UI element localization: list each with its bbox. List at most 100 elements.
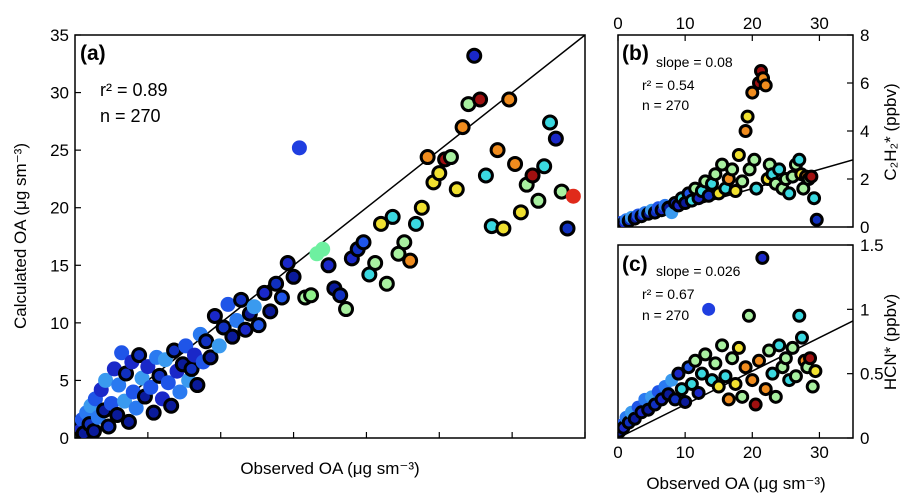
data-point [702,302,716,316]
data-point [320,257,337,274]
data-point [224,328,241,345]
data-point [782,186,797,201]
data-point [477,167,494,184]
data-point [735,389,750,404]
data-point [279,254,296,271]
data-point [708,167,723,182]
panel-a-letter: (a) [80,42,106,65]
data-point [315,241,331,257]
panel-b-marks [618,64,853,227]
panel-c-r2: r² = 0.67 [642,286,695,302]
data-point [738,360,753,375]
y-tick-label: 35 [50,26,69,45]
x-tick-label: 30 [810,14,829,33]
data-point [804,169,819,184]
y-tick-label: 0 [860,429,869,448]
panel-b-ticks: 0 2 4 6 8 0 10 20 30 [613,14,869,237]
data-point [808,364,823,379]
panel-b-slope: slope = 0.08 [656,54,733,70]
data-point [711,379,726,394]
panel-c-letter: (c) [622,253,648,276]
data-point [431,165,448,182]
data-point [792,308,807,323]
y-tick-label: 25 [50,141,69,160]
panel-a: 0 5 10 15 20 25 30 35 (a) r² = 0.89 n = 270 Obs… [11,26,586,478]
data-point [285,268,302,285]
data-point [114,345,130,361]
data-point [688,353,703,368]
panel-c: 0 0.5 1 1.5 0 10 20 30 (c) slope = 0.026 r² = 0… [613,236,900,493]
data-point [378,275,395,292]
panel-c-slope: slope = 0.026 [656,263,741,279]
panel-a-plot-area [75,35,585,438]
data-point [721,392,736,407]
data-point [728,376,743,391]
data-point [189,377,206,394]
y-tick-label: 10 [50,314,69,333]
data-point [755,250,770,265]
data-point [128,400,144,416]
data-point [448,181,465,198]
data-point [731,148,746,162]
data-point [725,351,740,366]
x-tick-label: 30 [810,443,829,462]
data-point [792,152,807,167]
data-point [143,379,159,395]
data-point [794,330,809,345]
y-tick-label: 20 [50,199,69,218]
data-point [202,349,219,366]
data-point [803,351,818,366]
panel-c-ticks: 0 0.5 1 1.5 0 10 20 30 [613,236,883,462]
data-point [684,376,699,391]
data-point [691,385,706,400]
data-point [211,338,227,354]
y-tick-label: 1 [860,300,869,319]
y-tick-label: 1.5 [860,236,884,255]
y-tick-label: 0 [860,218,869,237]
data-point [472,91,489,108]
panel-a-r2: r² = 0.89 [100,80,168,100]
data-point [85,423,102,438]
data-point [788,369,803,384]
y-tick-label: 4 [860,122,869,141]
data-point [731,340,746,355]
y-axis-title-c: HCN* (ppbv) [881,294,900,390]
panel-a-ticks: 0 5 10 15 20 25 30 35 [50,26,586,448]
data-point [772,162,787,177]
data-point [772,338,787,353]
data-point [559,220,576,237]
data-point [268,275,285,292]
data-point [765,366,780,381]
y-tick-label: 30 [50,84,69,103]
data-point [355,234,372,251]
x-tick-label: 10 [676,14,695,33]
data-point [256,284,273,301]
data-point [172,384,188,400]
x-tick-label: 20 [743,14,762,33]
data-point [332,287,349,304]
y-tick-label: 0.5 [860,365,884,384]
data-point [98,372,114,388]
data-point [536,158,553,175]
data-point [396,234,413,251]
data-point [215,319,232,336]
data-point [778,351,793,366]
data-point [740,109,755,124]
data-point [103,395,119,411]
data-point [768,389,783,404]
data-point [495,220,512,237]
data-point [291,140,307,156]
data-point [542,114,559,131]
panel-a-n: n = 270 [100,106,161,126]
data-point [741,308,756,323]
data-point [246,299,262,315]
data-point [233,291,250,308]
panel-b-plot-area [618,64,853,227]
data-point [163,397,180,414]
data-point [250,317,267,334]
data-point [183,360,200,377]
data-point [507,155,524,172]
data-point [118,365,134,382]
panel-c-n: n = 270 [642,307,689,323]
